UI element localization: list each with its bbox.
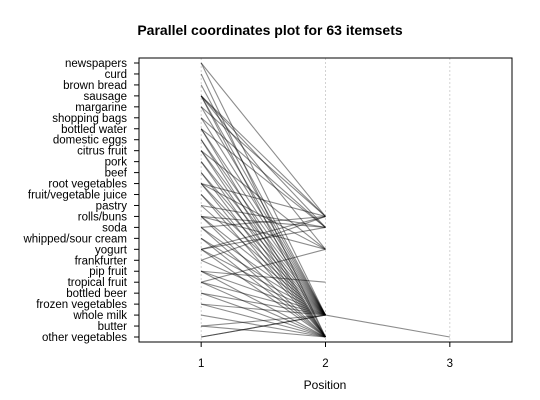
item-label: citrus fruit — [77, 146, 128, 158]
item-label: bottled water — [61, 124, 127, 136]
item-label: soda — [102, 222, 128, 234]
itemset-line — [200, 150, 326, 338]
item-label: pip fruit — [89, 266, 128, 278]
item-label: bottled beer — [66, 288, 127, 300]
x-axis-ticks: 1 2 3 — [198, 342, 453, 370]
itemset-line — [201, 281, 326, 316]
itemset-line — [200, 194, 326, 338]
itemset-line — [200, 117, 326, 228]
itemset-line — [201, 248, 326, 283]
itemset-line — [200, 292, 326, 338]
item-label: brown bread — [63, 80, 127, 92]
x-tick-label: 3 — [447, 358, 453, 370]
item-label: newspapers — [65, 58, 127, 70]
item-label: yogurt — [95, 244, 128, 256]
item-label: whipped/sour cream — [22, 233, 127, 245]
itemset-line — [200, 226, 326, 316]
itemset-line — [201, 325, 326, 338]
itemset-line — [201, 314, 326, 338]
itemset-line — [200, 216, 326, 338]
itemset-line — [200, 183, 326, 338]
itemset-line — [201, 292, 326, 316]
itemset-line — [201, 204, 326, 228]
itemset-line — [201, 215, 326, 250]
itemset-line — [201, 226, 326, 250]
itemset-line — [200, 95, 326, 228]
itemset-line — [200, 128, 326, 228]
itemset-line — [201, 314, 326, 327]
item-label: other vegetables — [42, 332, 127, 344]
itemset-line — [200, 73, 326, 338]
chart-title: Parallel coordinates plot for 63 itemset… — [137, 22, 403, 38]
itemset-line — [200, 150, 326, 250]
itemset-line — [200, 237, 326, 338]
itemset-line — [200, 237, 326, 316]
itemset-lines — [200, 62, 450, 338]
item-label: curd — [105, 69, 127, 81]
grid-lines — [200, 58, 451, 342]
itemset-line — [200, 139, 326, 316]
itemset-line — [200, 150, 326, 316]
itemset-line — [200, 205, 326, 316]
itemset-line — [200, 216, 326, 316]
item-label: rolls/buns — [78, 211, 127, 223]
item-label: pork — [105, 157, 128, 169]
itemset-line — [200, 95, 326, 316]
itemset-line — [200, 62, 326, 316]
itemset-line — [201, 215, 326, 250]
itemset-line — [200, 161, 326, 338]
item-label: sausage — [84, 91, 127, 103]
itemset-line — [200, 248, 326, 338]
itemset-line — [200, 215, 326, 261]
itemset-line — [200, 95, 326, 338]
itemset-line — [201, 303, 326, 316]
item-label: tropical fruit — [68, 277, 128, 289]
item-label: whole milk — [72, 310, 127, 322]
itemset-line — [200, 128, 326, 338]
item-label: pastry — [96, 200, 128, 212]
itemset-line — [200, 259, 326, 316]
itemset-line — [200, 226, 326, 338]
itemset-line — [200, 95, 326, 250]
itemset-line — [200, 117, 326, 316]
itemset-line — [201, 314, 326, 338]
itemset-line — [200, 270, 326, 316]
item-label: frankfurter — [75, 255, 128, 267]
itemset-line — [200, 62, 326, 217]
itemset-line — [200, 106, 326, 316]
itemset-line — [201, 303, 326, 338]
itemset-line — [200, 194, 326, 316]
itemset-line — [200, 183, 326, 316]
item-label: fruit/vegetable juice — [28, 190, 127, 202]
item-label: beef — [105, 168, 128, 180]
item-label: domestic eggs — [53, 135, 127, 147]
itemset-line — [200, 128, 326, 316]
itemset-line — [201, 314, 450, 338]
item-label: margarine — [75, 102, 127, 114]
itemset-line — [200, 172, 326, 316]
item-label: butter — [98, 321, 128, 333]
itemset-line — [200, 172, 326, 338]
x-tick-label: 2 — [322, 358, 328, 370]
itemset-line — [200, 248, 326, 316]
itemset-line — [200, 281, 326, 338]
itemset-line — [200, 106, 326, 217]
itemset-line — [200, 139, 326, 338]
itemset-line — [201, 215, 326, 228]
item-label: frozen vegetables — [36, 299, 127, 311]
itemset-line — [200, 84, 326, 316]
item-label: root vegetables — [48, 179, 127, 191]
itemset-line — [200, 183, 326, 250]
item-label: shopping bags — [52, 113, 127, 125]
x-tick-label: 1 — [198, 358, 204, 370]
itemset-line — [201, 270, 326, 283]
itemset-line — [200, 270, 326, 338]
itemset-line — [201, 215, 326, 228]
itemset-line — [200, 161, 326, 316]
itemset-line — [201, 183, 326, 217]
x-axis-label: Position — [304, 378, 347, 392]
itemset-line — [200, 95, 326, 217]
